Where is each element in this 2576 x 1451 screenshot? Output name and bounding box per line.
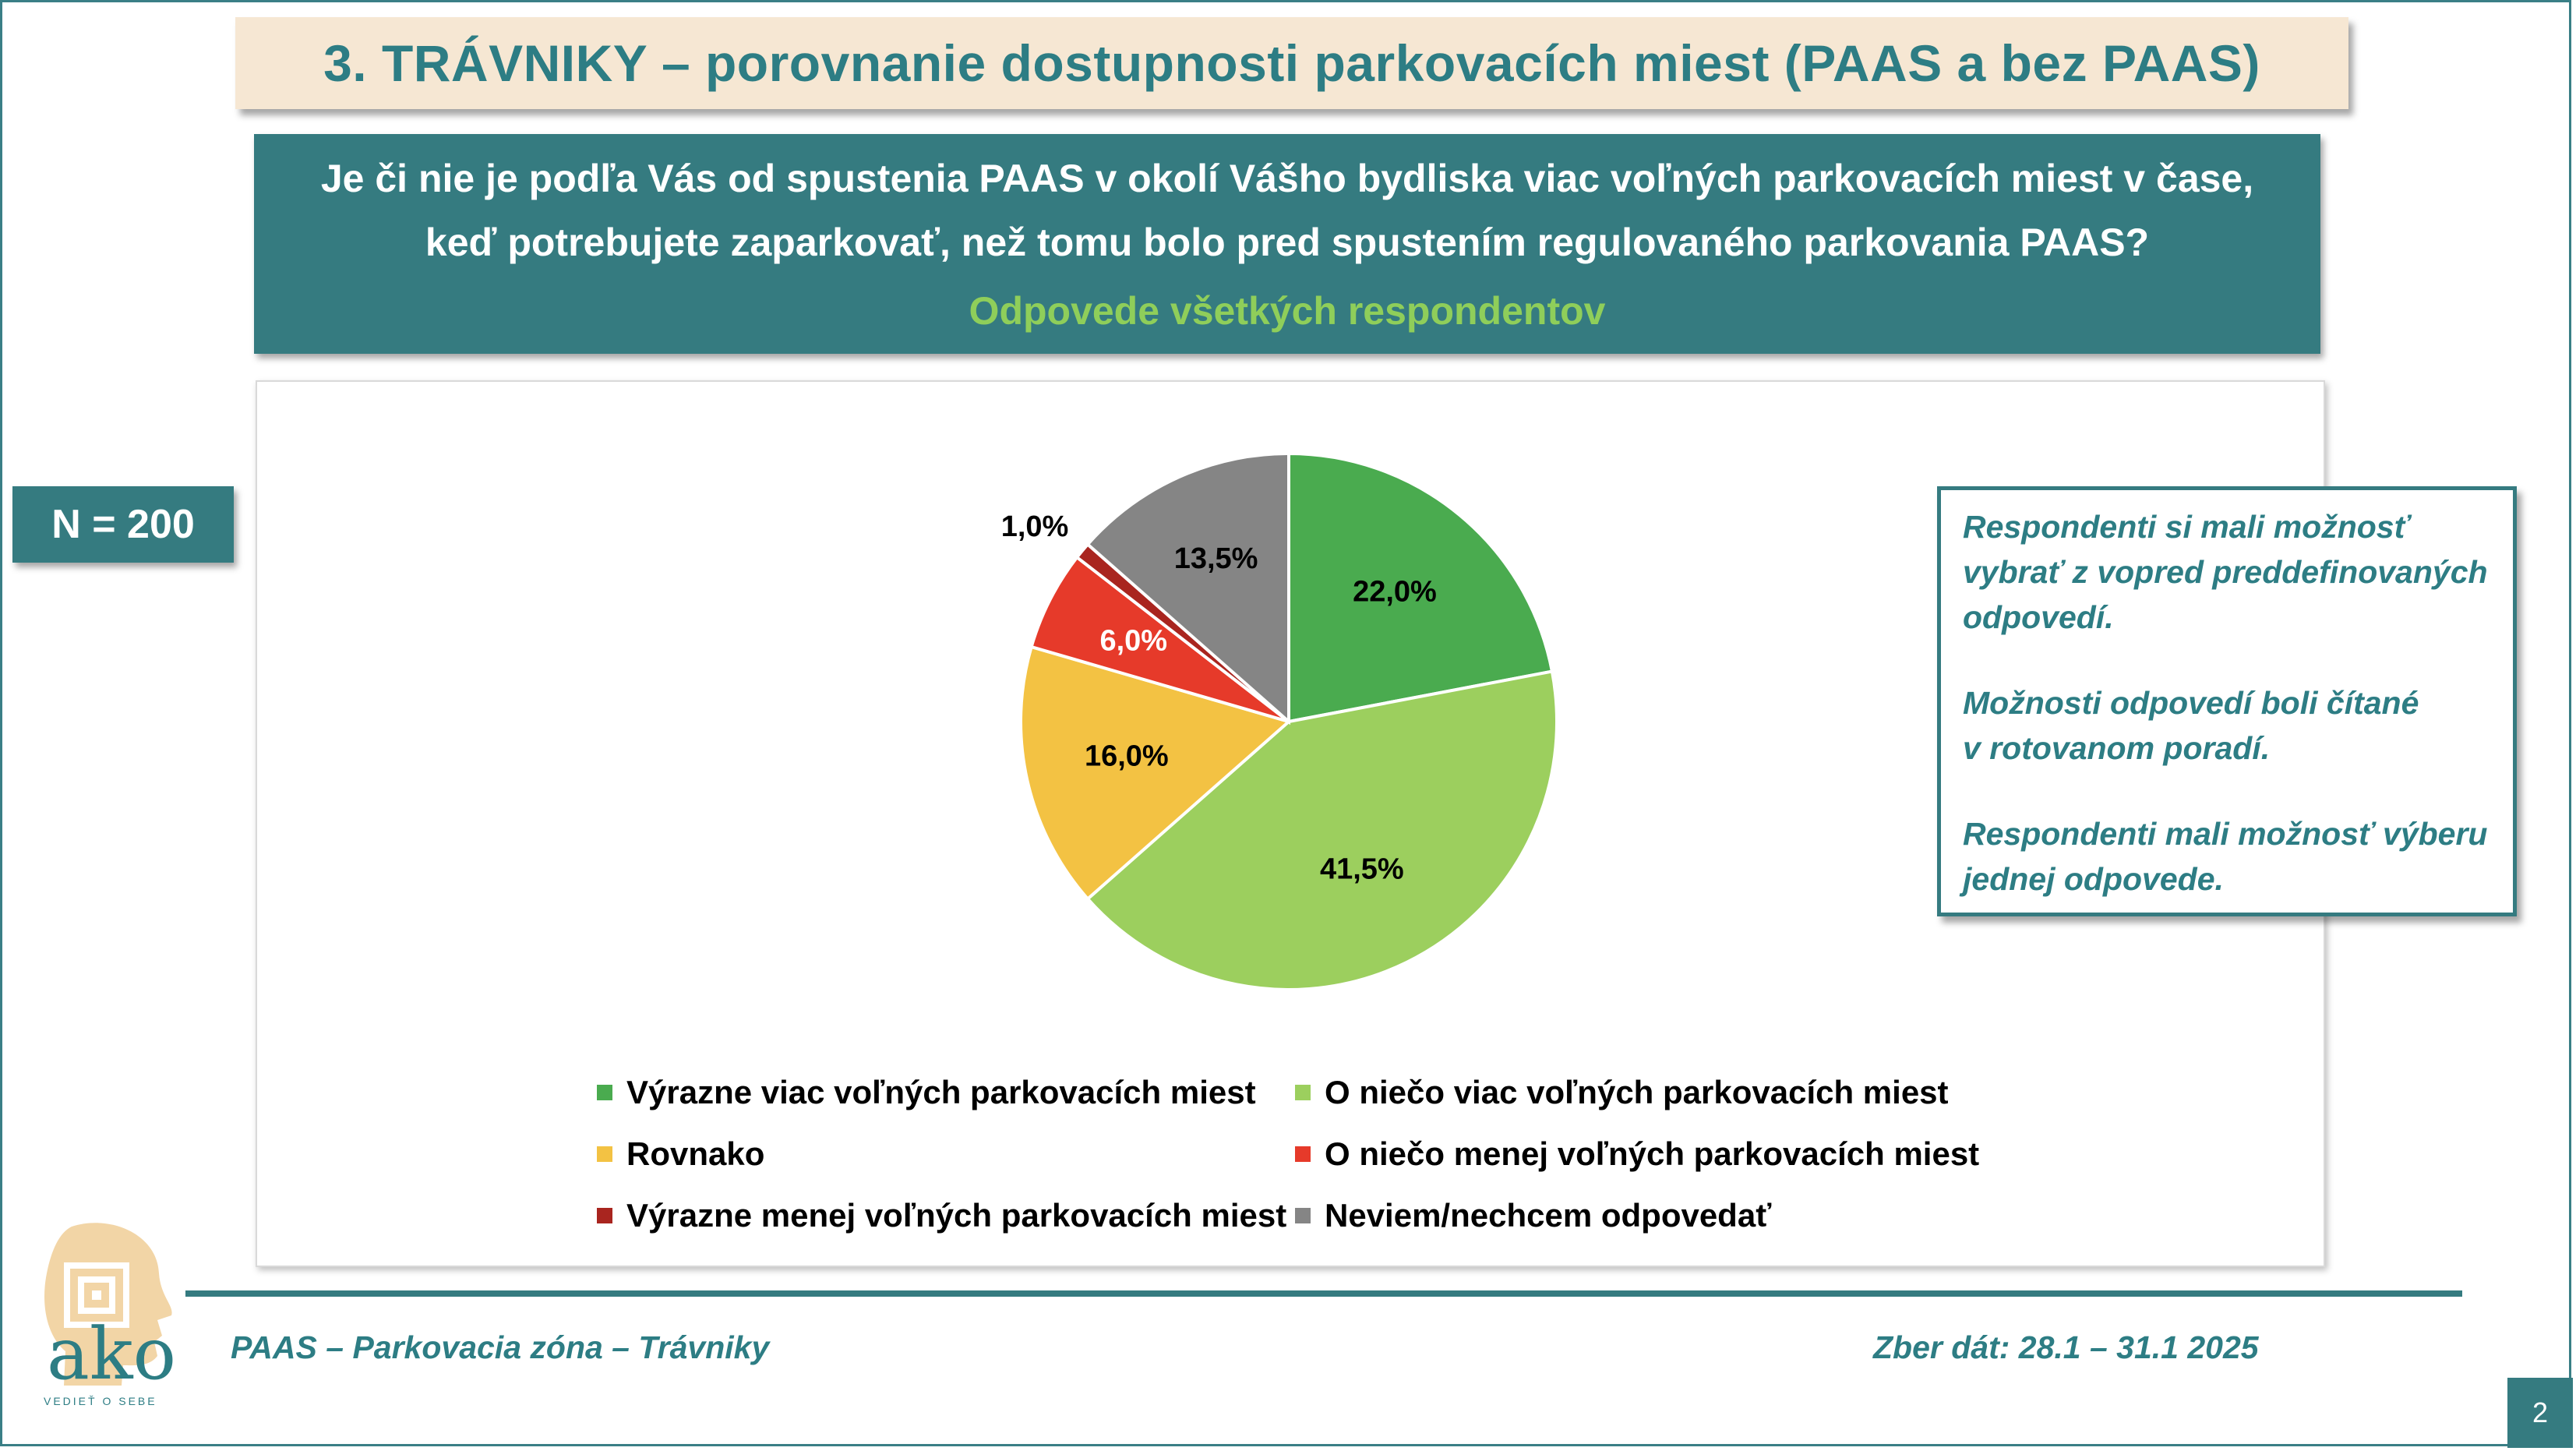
legend-swatch [1295, 1146, 1311, 1162]
note-line: Respondenti mali možnosť výberu [1963, 816, 2488, 852]
pie-slice [1019, 644, 1293, 902]
ako-logo-icon [44, 1223, 172, 1386]
question-banner: Je či nie je podľa Vás od spustenia PAAS… [254, 134, 2320, 354]
legend-swatch [597, 1208, 612, 1223]
note-paragraph-1: Respondenti si mali možnosť vybrať z vop… [1963, 504, 2488, 640]
sample-size-badge: N = 200 [12, 486, 234, 563]
pie-slice [1085, 669, 1558, 991]
pie-slice [1085, 451, 1290, 726]
legend-label: O niečo menej voľných parkovacích miest [1325, 1135, 1980, 1172]
note-paragraph-3: Respondenti mali možnosť výberu jednej o… [1963, 811, 2487, 902]
note-line: Respondenti si mali možnosť [1963, 509, 2410, 545]
legend-swatch [1295, 1208, 1311, 1223]
page-title: 3. TRÁVNIKY – porovnanie dostupnosti par… [323, 34, 2260, 92]
pie-slice [1287, 451, 1554, 724]
footer-project: PAAS – Parkovacia zóna – Trávniky [231, 1329, 770, 1365]
legend-item: Výrazne viac voľných parkovacích miest [597, 1074, 1256, 1111]
note-paragraph-2: Možnosti odpovedí boli čítané v rotovano… [1963, 680, 2419, 771]
legend-item: Výrazne menej voľných parkovacích miest [597, 1197, 1286, 1234]
logo-wordmark: ako [47, 1312, 176, 1396]
sample-size-label: N = 200 [51, 502, 195, 547]
pie-data-label: 16,0% [1085, 740, 1169, 773]
note-line: vybrať z vopred preddefinovaných [1963, 554, 2488, 590]
pie-data-label: 1,0% [1001, 510, 1069, 543]
note-line: jednej odpovede. [1963, 861, 2224, 897]
pie-data-label: 22,0% [1353, 576, 1437, 609]
legend-swatch [597, 1085, 612, 1100]
legend-item: Neviem/nechcem odpovedať [1295, 1197, 1771, 1234]
pie-data-label: 6,0% [1099, 625, 1167, 658]
methodology-note: Respondenti si mali možnosť vybrať z vop… [1937, 486, 2517, 916]
pie-chart: 22,0% 41,5% 16,0% 6,0% 1,0% 13,5% [1001, 451, 1558, 991]
legend-label: Neviem/nechcem odpovedať [1325, 1197, 1772, 1234]
question-subtitle: Odpovede všetkých respondentov [969, 289, 1606, 333]
pie-slice [1029, 555, 1290, 723]
legend-label: Rovnako [626, 1135, 765, 1172]
logo-tagline: VEDIEŤ O SEBE [44, 1395, 157, 1407]
question-line-2: keď potrebujete zaparkovať, než tomu bol… [425, 221, 2150, 264]
pie-data-label: 13,5% [1174, 542, 1258, 575]
legend-item: O niečo viac voľných parkovacích miest [1295, 1074, 1949, 1111]
legend-label: Výrazne menej voľných parkovacích miest [626, 1197, 1287, 1234]
legend-item: O niečo menej voľných parkovacích miest [1295, 1135, 1979, 1173]
title-banner: 3. TRÁVNIKY – porovnanie dostupnosti par… [235, 17, 2348, 109]
footer-date: Zber dát: 28.1 – 31.1 2025 [1873, 1329, 2259, 1365]
footer-divider [185, 1290, 2462, 1297]
legend-label: Výrazne viac voľných parkovacích miest [626, 1074, 1256, 1110]
note-line: Možnosti odpovedí boli čítané [1963, 685, 2419, 721]
legend-swatch [597, 1146, 612, 1162]
note-line: odpovedí. [1963, 599, 2114, 635]
legend-swatch [1295, 1085, 1311, 1100]
legend-item: Rovnako [597, 1135, 764, 1173]
question-line-1: Je či nie je podľa Vás od spustenia PAAS… [320, 157, 2254, 200]
pie-data-label: 41,5% [1320, 853, 1404, 886]
page-number: 2 [2507, 1378, 2573, 1448]
legend-label: O niečo viac voľných parkovacích miest [1325, 1074, 1949, 1110]
note-line: v rotovanom poradí. [1963, 730, 2271, 766]
